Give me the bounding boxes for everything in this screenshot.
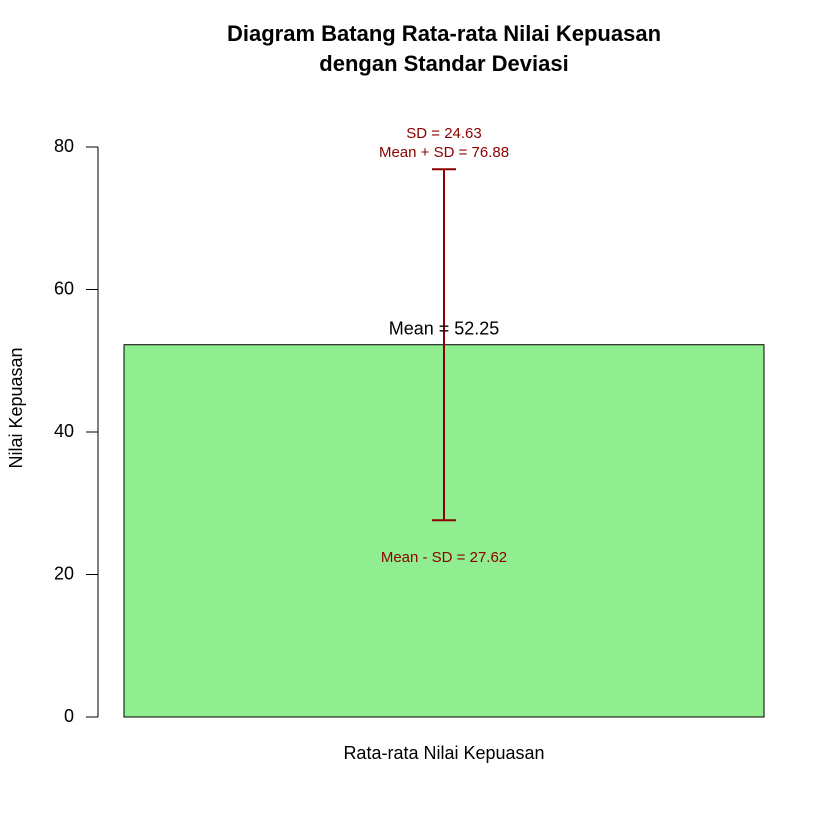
chart-title: dengan Standar Deviasi	[319, 51, 568, 76]
y-tick-label: 60	[54, 278, 74, 298]
annotation: Mean + SD = 76.88	[379, 144, 509, 161]
y-tick-label: 0	[64, 706, 74, 726]
y-tick-label: 40	[54, 421, 74, 441]
y-tick-label: 80	[54, 136, 74, 156]
error-label: SD = 24.63	[406, 125, 481, 142]
y-tick-label: 20	[54, 563, 74, 583]
annotation: Mean - SD = 27.62	[381, 549, 507, 566]
category-label: Rata-rata Nilai Kepuasan	[343, 743, 544, 763]
value-label: Mean = 52.25	[389, 318, 500, 338]
chart-title: Diagram Batang Rata-rata Nilai Kepuasan	[227, 21, 661, 46]
y-axis-label: Nilai Kepuasan	[6, 347, 26, 468]
